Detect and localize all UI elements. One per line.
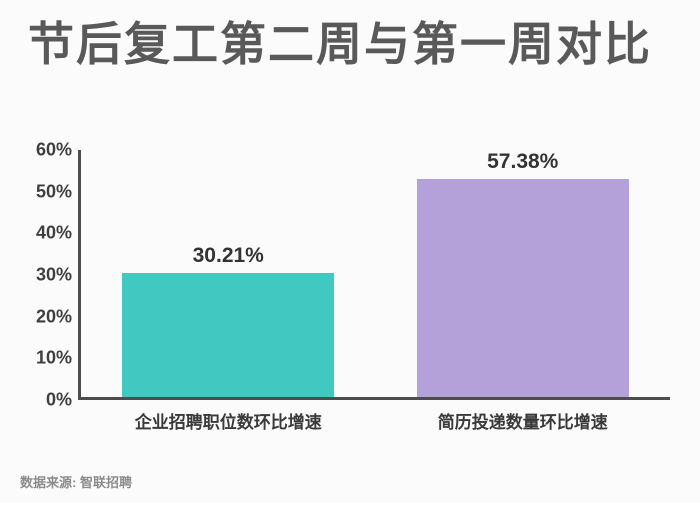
data-source-label: 数据来源: 智联招聘 — [20, 475, 132, 490]
category-label: 企业招聘职位数环比增速 — [134, 413, 322, 432]
bar-value-label: 57.38% — [487, 150, 559, 173]
y-tick-label: 30% — [35, 264, 72, 285]
bars: 30.21% 57.38% — [81, 150, 670, 397]
y-tick-label: 40% — [35, 222, 72, 243]
y-tick-label: 60% — [35, 139, 72, 160]
bar-chart: 0% 10% 20% 30% 40% 50% 60% 30.21% 57.38% 企业招聘职位… — [26, 140, 670, 433]
category-label: 简历投递数量环比增速 — [437, 413, 608, 432]
bar — [416, 179, 629, 397]
bar-group: 30.21% — [81, 150, 376, 397]
bar-group: 57.38% — [376, 150, 671, 397]
plot-area: 30.21% 57.38% — [78, 150, 670, 400]
y-tick-label: 20% — [35, 306, 72, 327]
x-labels: 企业招聘职位数环比增速 简历投递数量环比增速 — [81, 408, 670, 433]
chart-title: 节后复工第二周与第一周对比 — [28, 18, 652, 70]
plot-row: 0% 10% 20% 30% 40% 50% 60% 30.21% 57.38% — [26, 140, 670, 410]
y-tick-label: 50% — [35, 181, 72, 202]
y-tick-label: 10% — [35, 347, 72, 368]
y-tick-label: 0% — [45, 389, 72, 410]
bar-value-label: 30.21% — [192, 243, 264, 267]
bar — [122, 272, 335, 397]
y-axis: 0% 10% 20% 30% 40% 50% 60% — [26, 140, 78, 410]
bottom-strip — [0, 503, 700, 515]
